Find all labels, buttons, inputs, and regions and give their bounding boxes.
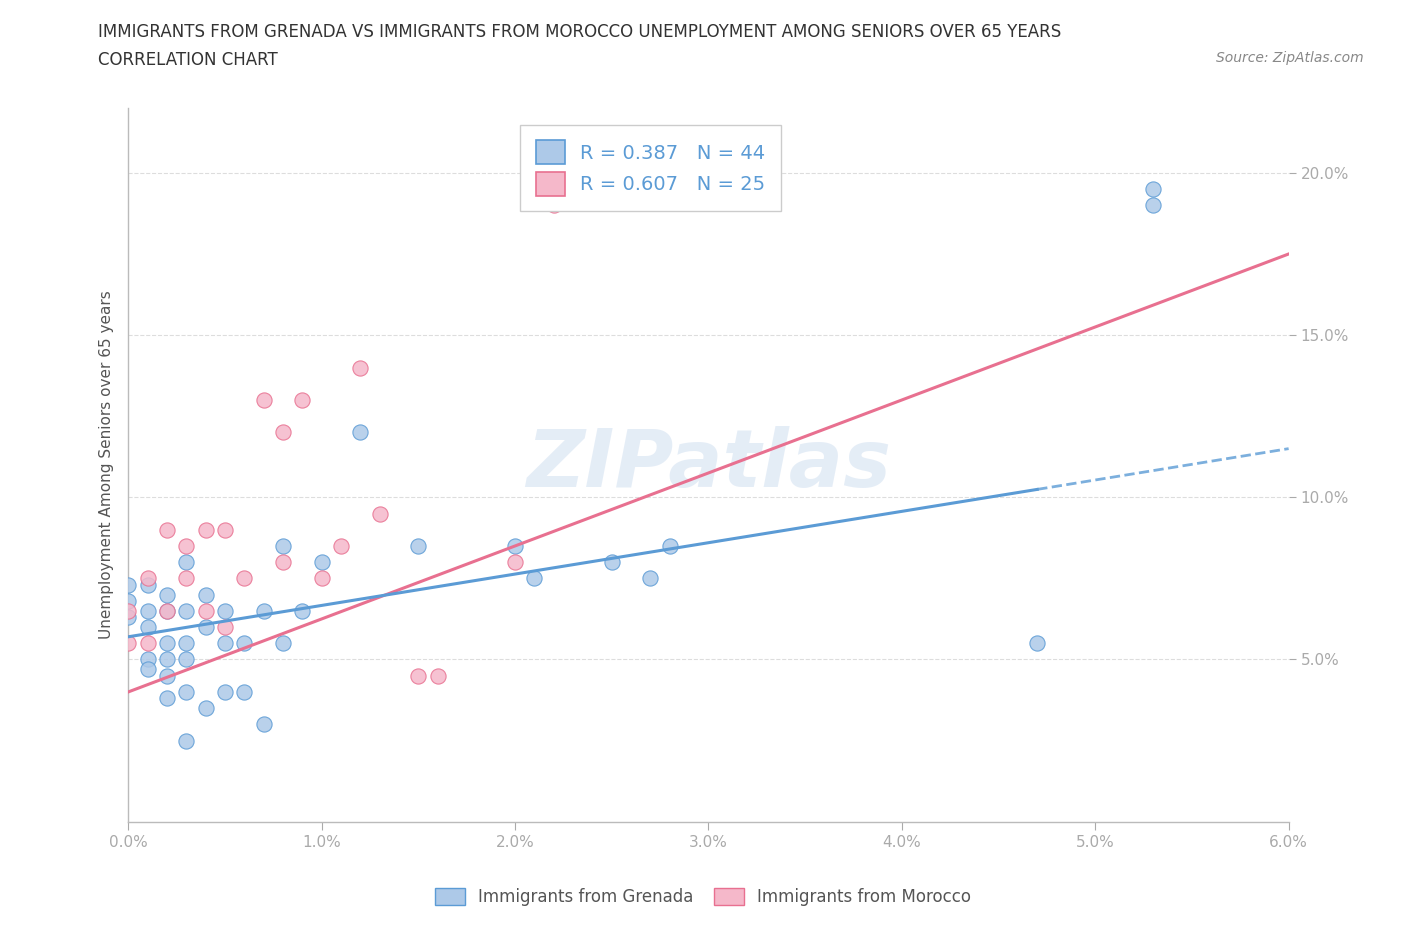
Point (503, 554, 526, 569)
Point (523, 571, 546, 586)
Point (233, 684, 256, 699)
Point (214, 684, 236, 699)
Point (214, 523, 236, 538)
Text: CORRELATION CHART: CORRELATION CHART (98, 51, 278, 69)
Point (136, 619, 159, 634)
Point (117, 604, 139, 618)
Point (503, 538, 526, 553)
Point (368, 506, 391, 521)
Point (311, 571, 333, 586)
Point (136, 662, 159, 677)
Point (117, 593, 139, 608)
Point (408, 538, 430, 553)
Point (136, 571, 159, 586)
Point (117, 578, 139, 592)
Point (174, 684, 197, 699)
Point (156, 604, 179, 618)
Text: Source: ZipAtlas.com: Source: ZipAtlas.com (1216, 51, 1364, 65)
Text: ZIPatlas: ZIPatlas (526, 426, 891, 504)
Point (658, 538, 681, 553)
Point (156, 636, 179, 651)
Point (271, 425, 294, 440)
Point (408, 669, 430, 684)
Point (311, 554, 333, 569)
Point (117, 636, 139, 651)
Point (214, 604, 236, 618)
Point (156, 691, 179, 706)
Text: IMMIGRANTS FROM GRENADA VS IMMIGRANTS FROM MOROCCO UNEMPLOYMENT AMONG SENIORS OV: IMMIGRANTS FROM GRENADA VS IMMIGRANTS FR… (98, 23, 1062, 41)
Point (174, 571, 197, 586)
Point (253, 392, 276, 407)
Point (233, 636, 256, 651)
Point (194, 700, 217, 715)
Point (174, 604, 197, 618)
Point (156, 604, 179, 618)
Point (174, 538, 197, 553)
Point (271, 636, 294, 651)
Legend: R = 0.387   N = 44, R = 0.607   N = 25: R = 0.387 N = 44, R = 0.607 N = 25 (520, 125, 780, 211)
Y-axis label: Unemployment Among Seniors over 65 years: Unemployment Among Seniors over 65 years (100, 290, 114, 639)
Point (349, 425, 371, 440)
Point (426, 669, 449, 684)
Point (156, 652, 179, 667)
Legend: Immigrants from Grenada, Immigrants from Morocco: Immigrants from Grenada, Immigrants from… (429, 881, 977, 912)
Point (174, 636, 197, 651)
Point (1142, 198, 1164, 213)
Point (253, 717, 276, 732)
Point (156, 523, 179, 538)
Point (136, 604, 159, 618)
Point (194, 587, 217, 602)
Point (640, 571, 662, 586)
Point (1142, 181, 1164, 196)
Point (194, 619, 217, 634)
Point (174, 554, 197, 569)
Point (543, 198, 565, 213)
Point (136, 652, 159, 667)
Point (194, 523, 217, 538)
Point (233, 571, 256, 586)
Point (330, 538, 353, 553)
Point (600, 554, 623, 569)
Point (271, 554, 294, 569)
Point (136, 636, 159, 651)
Point (253, 604, 276, 618)
Point (291, 392, 314, 407)
Point (136, 578, 159, 592)
Point (117, 610, 139, 625)
Point (349, 360, 371, 375)
Point (156, 669, 179, 684)
Point (156, 587, 179, 602)
Point (271, 538, 294, 553)
Point (214, 636, 236, 651)
Point (1026, 636, 1049, 651)
Point (174, 652, 197, 667)
Point (214, 619, 236, 634)
Point (174, 733, 197, 748)
Point (194, 604, 217, 618)
Point (291, 604, 314, 618)
